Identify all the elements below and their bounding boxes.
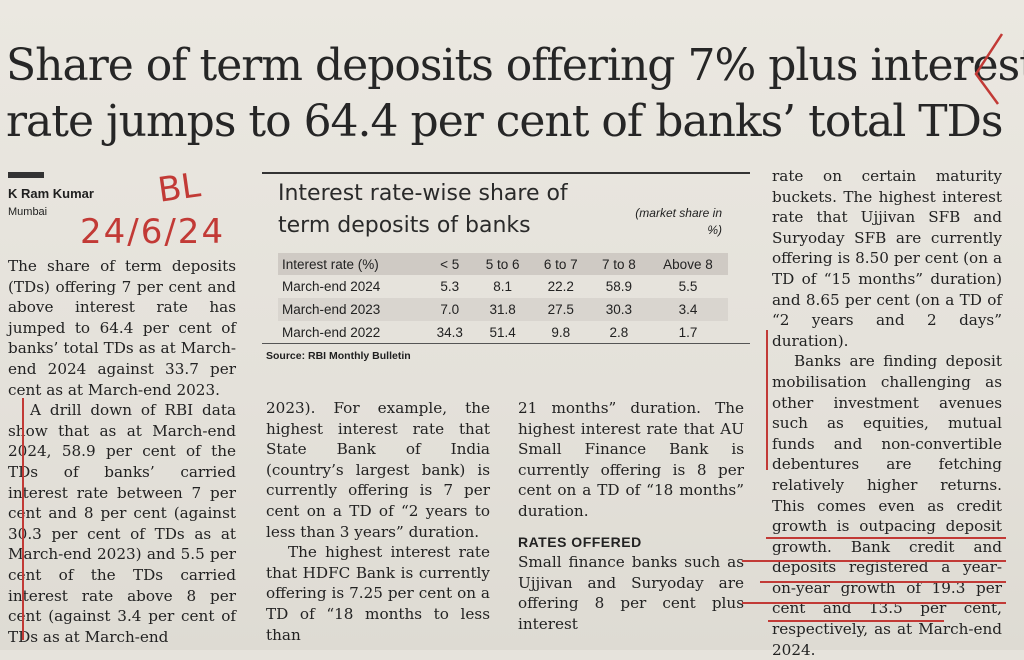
table-cell: 1.7 — [678, 325, 698, 340]
chart-top-rule — [262, 172, 750, 174]
pen-margin-line — [766, 330, 768, 470]
handwritten-tag: BL — [155, 165, 203, 211]
paragraph: rate on certain maturity buckets. The hi… — [772, 167, 1002, 350]
column-header: 5 to 6 — [473, 253, 532, 275]
table-cell: 51.4 — [489, 325, 516, 340]
table-row: March-end 2024 5.3 8.1 22.2 58.9 5.5 — [278, 275, 728, 298]
table-cell: 22.2 — [547, 279, 574, 294]
column-header: 6 to 7 — [531, 253, 590, 275]
paragraph: 21 months” duration. The highest interes… — [518, 399, 744, 520]
pen-underline — [760, 581, 1006, 583]
column-header: < 5 — [425, 253, 474, 275]
author-name: K Ram Kumar — [8, 186, 94, 201]
chart-title: Interest rate-wise share of term deposit… — [278, 181, 568, 238]
paragraph: A drill down of RBI data show that as at… — [8, 401, 236, 646]
headline-line-2: rate jumps to 64.4 per cent of banks’ to… — [6, 96, 1004, 147]
table-cell: 2.8 — [609, 325, 629, 340]
table-row: March-end 2022 34.3 51.4 9.8 2.8 1.7 — [278, 321, 728, 344]
table-cell: 8.1 — [493, 279, 513, 294]
column-header: Above 8 — [647, 253, 728, 275]
pen-margin-line — [22, 398, 24, 640]
row-label: March-end 2024 — [282, 279, 381, 294]
article-column-2: 2023). For example, the highest interest… — [266, 398, 490, 645]
handwritten-date: 24/6/24 — [80, 212, 226, 252]
table-cell: 5.3 — [440, 279, 460, 294]
table-cell: 3.4 — [647, 298, 728, 321]
table-cell: 31.8 — [473, 298, 532, 321]
rate-share-table: Interest rate (%) < 5 5 to 6 6 to 7 7 to… — [278, 253, 728, 344]
pen-underline — [768, 620, 944, 622]
dateline-place: Mumbai — [8, 206, 48, 218]
paragraph: Small finance banks such as Ujjivan and … — [518, 553, 744, 633]
column-header: 7 to 8 — [589, 253, 648, 275]
table-cell: 58.9 — [605, 279, 632, 294]
paragraph: Banks are finding deposit mobilisation c… — [772, 352, 1002, 659]
table-row: March-end 2023 7.0 31.8 27.5 30.3 3.4 — [278, 298, 728, 321]
pen-underline — [742, 560, 1006, 562]
article-column-4: rate on certain maturity buckets. The hi… — [772, 166, 1002, 660]
chart-bottom-rule — [262, 343, 750, 344]
pen-underline — [742, 602, 1006, 604]
subheading: RATES OFFERED — [518, 533, 642, 550]
column-header: Interest rate (%) — [278, 253, 426, 275]
table-cell: 34.3 — [436, 325, 463, 340]
chart-unit: (market share in %) — [635, 206, 722, 237]
paragraph: 2023). For example, the highest interest… — [266, 399, 490, 541]
paragraph: The highest interest rate that HDFC Bank… — [266, 543, 490, 644]
table-cell: 30.3 — [589, 298, 648, 321]
pen-underline — [766, 537, 1006, 539]
article-column-3: 21 months” duration. The highest interes… — [518, 398, 744, 635]
table-cell: 9.8 — [551, 325, 571, 340]
table-cell: 7.0 — [425, 298, 474, 321]
headline-line-1: Share of term deposits offering 7% plus … — [6, 40, 1024, 91]
table-cell: 27.5 — [531, 298, 590, 321]
chart-source: Source: RBI Monthly Bulletin — [266, 350, 411, 362]
byline-rule — [8, 172, 44, 178]
pen-bracket-mark — [974, 33, 1004, 105]
row-label: March-end 2023 — [278, 298, 426, 321]
table-header-row: Interest rate (%) < 5 5 to 6 6 to 7 7 to… — [278, 253, 728, 275]
headline: Share of term deposits offering 7% plus … — [6, 38, 1024, 150]
table-cell: 5.5 — [678, 279, 698, 294]
row-label: March-end 2022 — [282, 325, 381, 340]
paragraph: The share of term deposits (TDs) offerin… — [8, 257, 236, 399]
article-column-1: The share of term deposits (TDs) offerin… — [8, 256, 236, 647]
